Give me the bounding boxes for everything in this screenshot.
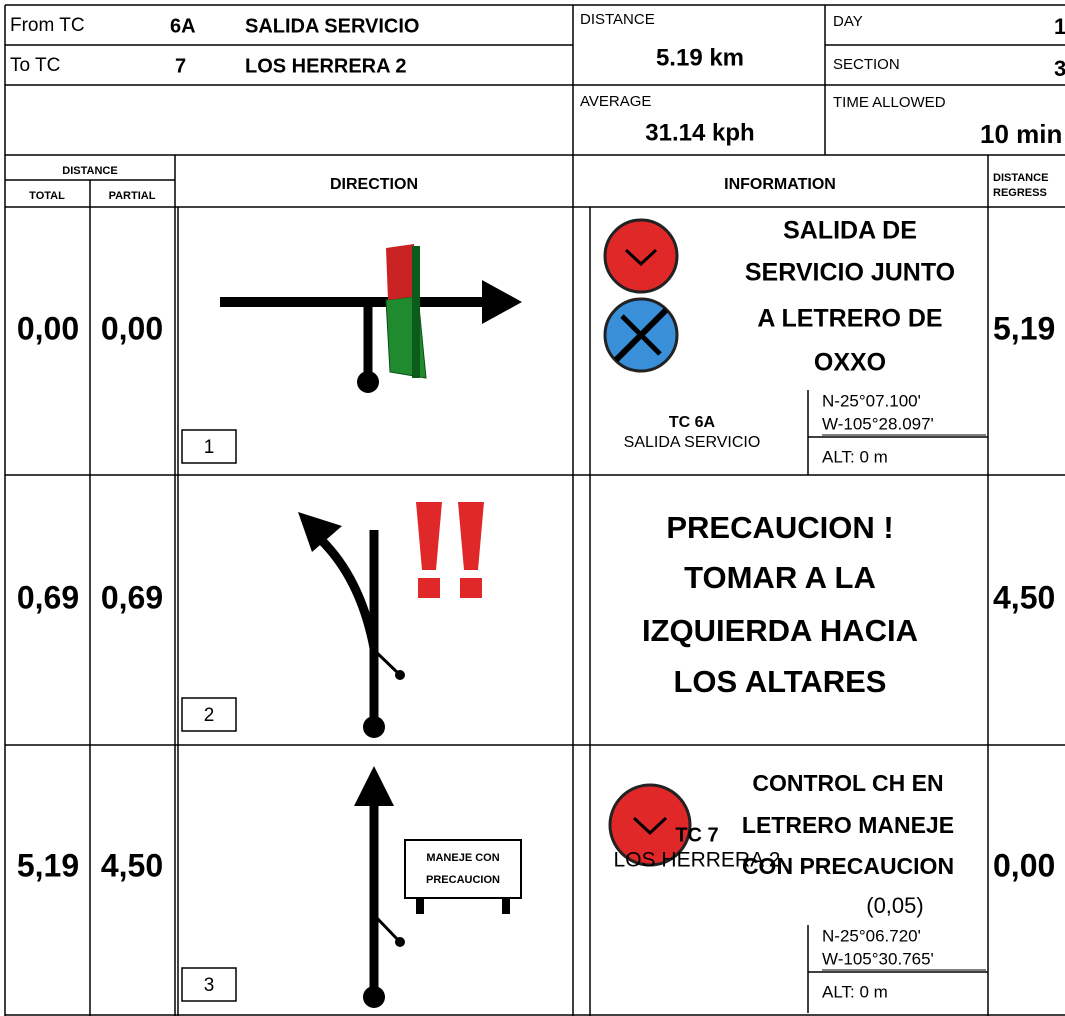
tc-code: TC 7 <box>675 824 718 846</box>
info-text: IZQUIERDA HACIA <box>642 613 918 648</box>
day-value: 1 <box>1054 14 1065 39</box>
sign-text: MANEJE CON <box>426 852 499 864</box>
from-name: SALIDA SERVICIO <box>245 15 419 37</box>
step-number: 1 <box>204 437 215 458</box>
col-regress: DISTANCE <box>993 172 1048 184</box>
distance-partial: 4,50 <box>101 847 163 883</box>
control-icon <box>608 783 692 867</box>
day-label: DAY <box>833 13 863 30</box>
section-label: SECTION <box>833 56 900 73</box>
longitude: W-105°28.097' <box>822 414 934 433</box>
to-label: To TC <box>10 55 60 76</box>
distance-label: DISTANCE <box>580 11 655 28</box>
direction-diagram-3 <box>354 766 522 1008</box>
step-number-box <box>181 429 237 464</box>
info-text: OXXO <box>814 349 886 377</box>
from-tc: 6A <box>170 15 196 37</box>
col-total: TOTAL <box>29 190 65 202</box>
info-text: SALIDA DE <box>783 217 917 245</box>
info-text: TOMAR A LA <box>684 560 876 595</box>
tc-code: TC 6A <box>669 414 716 431</box>
warning-icon <box>416 502 484 598</box>
control-icon-check <box>624 248 658 267</box>
distance-total: 0,00 <box>17 310 79 346</box>
info-text: LETRERO MANEJE <box>742 812 954 838</box>
section-value: 3 <box>1054 56 1065 81</box>
latitude: N-25°06.720' <box>822 926 921 945</box>
info-text: PRECAUCION ! <box>666 510 893 545</box>
col-direction: DIRECTION <box>330 176 418 193</box>
step-number-box <box>181 697 237 732</box>
distance-total: 5,19 <box>17 847 79 883</box>
tc-name: SALIDA SERVICIO <box>624 434 761 451</box>
from-label: From TC <box>10 15 85 36</box>
distance-regress: 5,19 <box>993 310 1055 346</box>
distance-partial: 0,69 <box>101 579 163 615</box>
step-number-box <box>181 967 237 1002</box>
col-partial: PARTIAL <box>109 190 156 202</box>
direction-diagram-1 <box>220 244 522 393</box>
latitude: N-25°07.100' <box>822 391 921 410</box>
distance-regress: 0,00 <box>993 847 1055 883</box>
longitude: W-105°30.765' <box>822 949 934 968</box>
to-name: LOS HERRERA 2 <box>245 55 407 77</box>
info-text: LOS ALTARES <box>674 664 887 699</box>
tc-name: LOS HERRERA 2 <box>614 849 781 872</box>
distance-total: 0,69 <box>17 579 79 615</box>
distance-regress: 4,50 <box>993 579 1055 615</box>
info-note: (0,05) <box>866 893 923 918</box>
time-allowed-value: 10 min <box>980 119 1062 149</box>
altitude: ALT: 0 m <box>822 982 888 1001</box>
average-value: 31.14 kph <box>645 119 754 146</box>
control-icon-check <box>632 816 668 836</box>
info-text: CONTROL CH EN <box>752 770 943 796</box>
time-allowed-label: TIME ALLOWED <box>833 94 946 111</box>
col-regress: REGRESS <box>993 187 1047 199</box>
distance-value: 5.19 km <box>656 44 744 71</box>
info-text: A LETRERO DE <box>757 305 942 333</box>
direction-diagram-2 <box>298 512 405 738</box>
altitude: ALT: 0 m <box>822 447 888 466</box>
sign-text: PRECAUCION <box>426 874 500 886</box>
service-icon <box>603 297 679 373</box>
average-label: AVERAGE <box>580 93 651 110</box>
col-distance: DISTANCE <box>62 165 117 177</box>
step-number: 3 <box>204 975 215 996</box>
distance-partial: 0,00 <box>101 310 163 346</box>
to-tc: 7 <box>175 55 186 77</box>
info-text: CON PRECAUCION <box>742 853 954 879</box>
col-information: INFORMATION <box>724 176 836 193</box>
info-text: SERVICIO JUNTO <box>745 259 955 287</box>
control-icon <box>603 218 679 294</box>
step-number: 2 <box>204 705 215 726</box>
